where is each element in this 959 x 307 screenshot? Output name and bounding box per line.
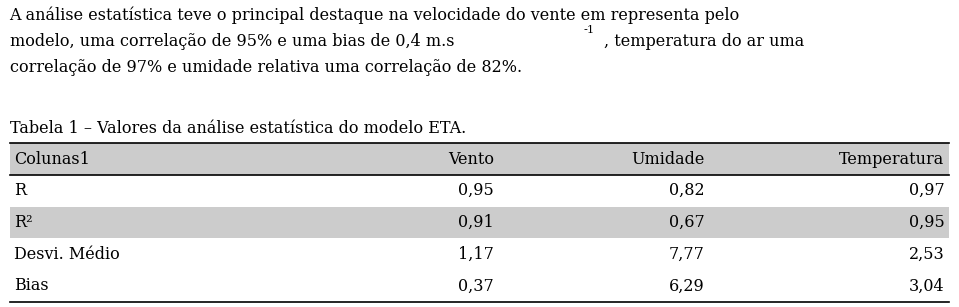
Text: Vento: Vento — [448, 150, 494, 168]
Text: 3,04: 3,04 — [909, 277, 945, 294]
Text: 0,37: 0,37 — [458, 277, 494, 294]
Text: A análise estatística teve o principal destaque na velocidade do vente em repres: A análise estatística teve o principal d… — [10, 6, 739, 24]
Text: Desvi. Médio: Desvi. Médio — [14, 246, 120, 262]
Text: -1: -1 — [583, 25, 595, 35]
Text: 7,77: 7,77 — [669, 246, 705, 262]
Text: 0,95: 0,95 — [458, 182, 494, 199]
Text: 0,91: 0,91 — [458, 214, 494, 231]
Text: 0,95: 0,95 — [909, 214, 945, 231]
Text: Bias: Bias — [14, 277, 49, 294]
Text: Colunas1: Colunas1 — [14, 150, 90, 168]
Text: 6,29: 6,29 — [669, 277, 705, 294]
Text: Temperatura: Temperatura — [839, 150, 945, 168]
Text: 0,67: 0,67 — [669, 214, 705, 231]
Text: 1,17: 1,17 — [458, 246, 494, 262]
Text: R²: R² — [14, 214, 33, 231]
Text: modelo, uma correlação de 95% e uma bias de 0,4 m.s: modelo, uma correlação de 95% e uma bias… — [10, 33, 455, 50]
Text: , temperatura do ar uma: , temperatura do ar uma — [604, 33, 805, 50]
Text: 0,97: 0,97 — [909, 182, 945, 199]
Text: 2,53: 2,53 — [909, 246, 945, 262]
Text: R: R — [14, 182, 27, 199]
Text: Tabela 1 – Valores da análise estatística do modelo ETA.: Tabela 1 – Valores da análise estatístic… — [10, 120, 466, 137]
Text: 0,82: 0,82 — [669, 182, 705, 199]
Text: correlação de 97% e umidade relativa uma correlação de 82%.: correlação de 97% e umidade relativa uma… — [10, 59, 522, 76]
Text: Umidade: Umidade — [631, 150, 705, 168]
